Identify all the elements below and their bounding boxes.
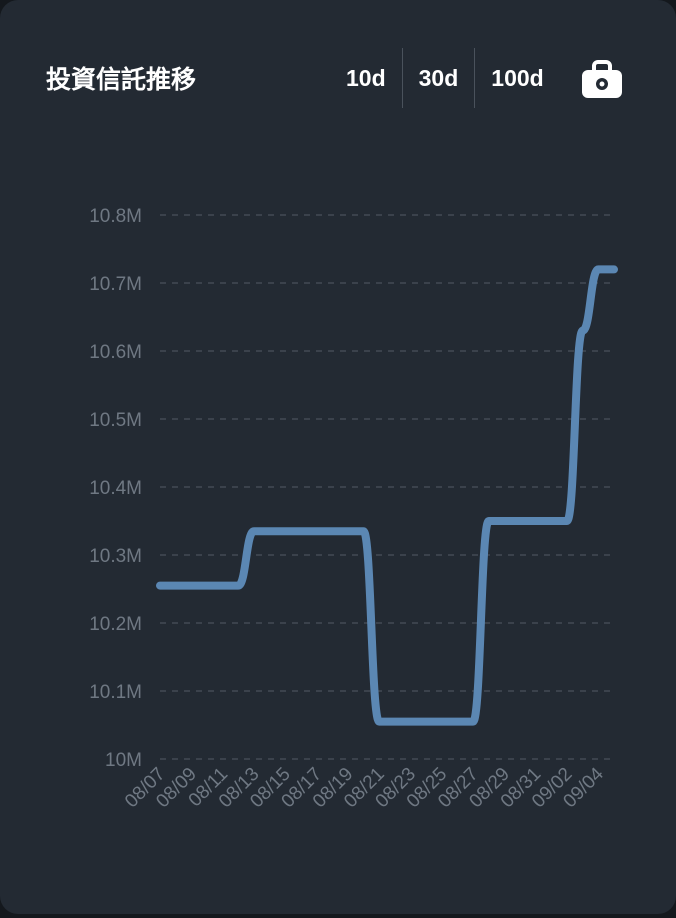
data-point [266, 527, 274, 535]
shopping-bag-icon[interactable] [580, 58, 624, 100]
data-point [532, 517, 540, 525]
data-point [579, 327, 587, 335]
data-point [344, 527, 352, 535]
data-point [453, 718, 461, 726]
data-point [391, 718, 399, 726]
data-point [219, 582, 227, 590]
range-30d-button[interactable]: 30d [418, 65, 459, 91]
data-point [516, 517, 524, 525]
range-10d-button[interactable]: 10d [346, 65, 386, 91]
data-point [360, 527, 368, 535]
chart-title: 投資信託推移 [46, 65, 197, 94]
y-tick-label: 10.3M [89, 546, 142, 567]
series-line [156, 265, 618, 726]
range-selector: 10d 30d 100d [330, 48, 560, 108]
data-point [594, 265, 602, 273]
range-divider [401, 48, 403, 108]
y-tick-label: 10.5M [89, 410, 142, 431]
data-point [438, 718, 446, 726]
y-tick-label: 10.1M [89, 682, 142, 703]
data-point [563, 517, 571, 525]
data-point [469, 718, 477, 726]
y-tick-label: 10.8M [89, 206, 142, 227]
data-point [547, 517, 555, 525]
data-point [234, 582, 242, 590]
range-100d-button[interactable]: 100d [491, 65, 544, 91]
data-point [610, 265, 618, 273]
data-point [187, 582, 195, 590]
data-point [328, 527, 336, 535]
y-tick-label: 10.6M [89, 342, 142, 363]
data-point [375, 718, 383, 726]
data-point [406, 718, 414, 726]
range-divider [474, 48, 476, 108]
data-point [250, 527, 258, 535]
data-point [500, 517, 508, 525]
data-point [485, 517, 493, 525]
data-point [203, 582, 211, 590]
data-point [281, 527, 289, 535]
data-point [156, 582, 164, 590]
data-point [172, 582, 180, 590]
y-tick-label: 10.4M [89, 478, 142, 499]
data-point [297, 527, 305, 535]
data-point [313, 527, 321, 535]
y-tick-label: 10.2M [89, 614, 142, 635]
y-tick-label: 10M [105, 750, 142, 771]
y-tick-label: 10.7M [89, 274, 142, 295]
data-point [422, 718, 430, 726]
